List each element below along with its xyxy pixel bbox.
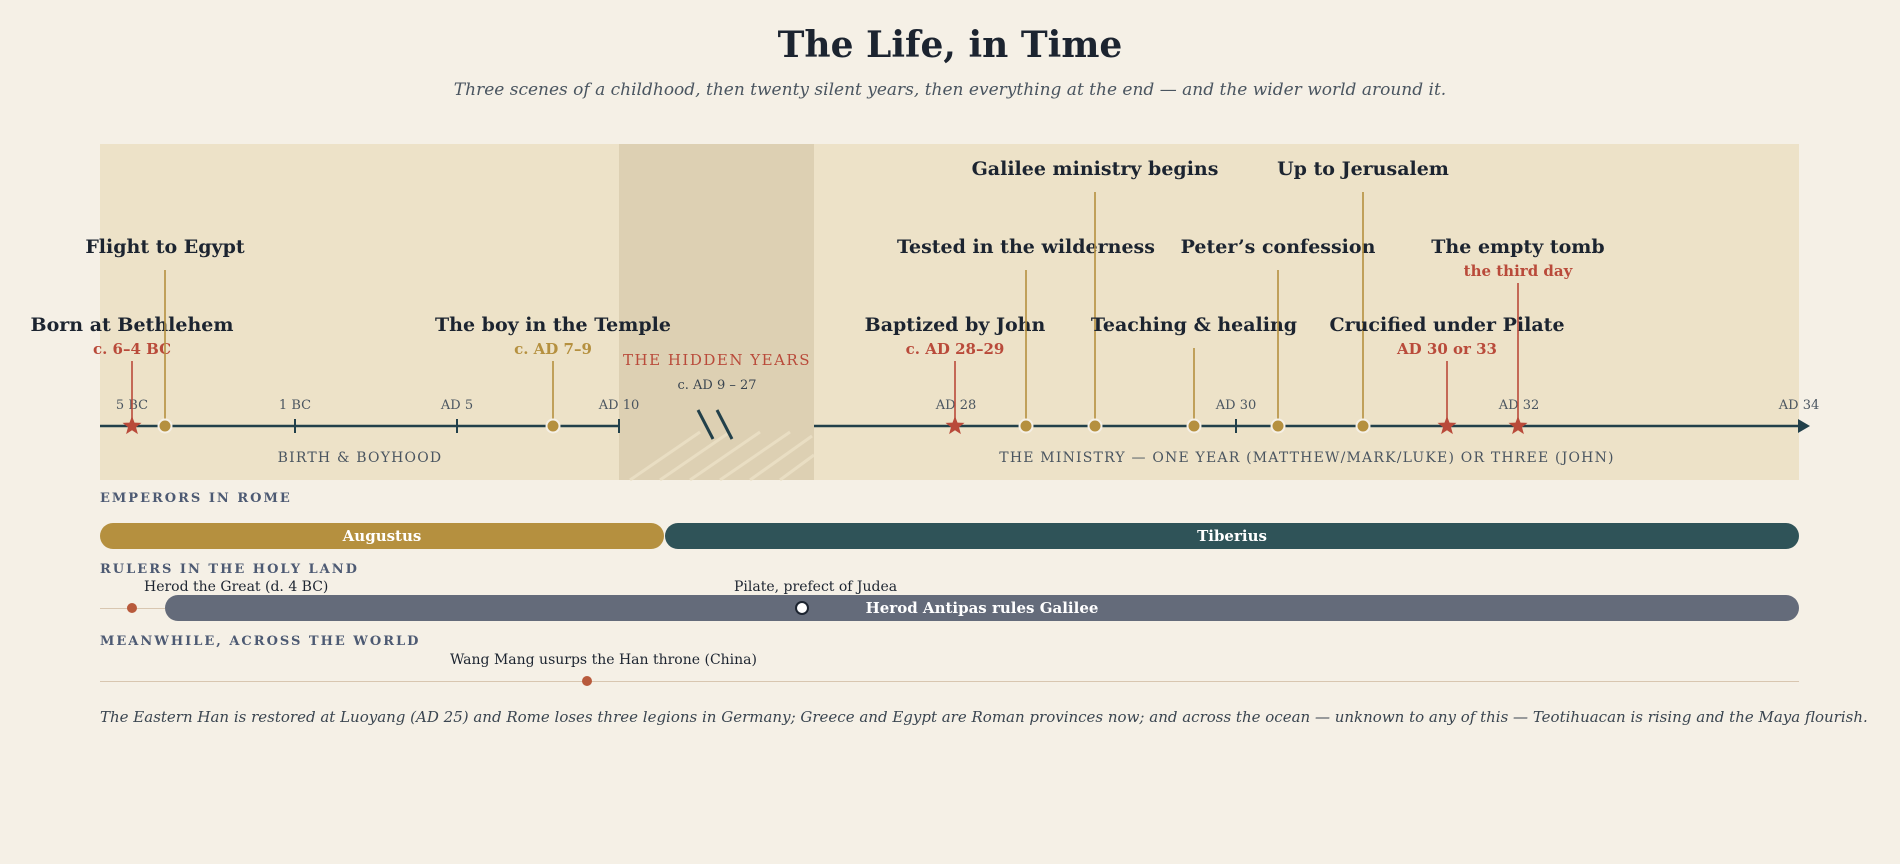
- event-title: Flight to Egypt: [85, 236, 245, 258]
- period-label-ministry: THE MINISTRY — ONE YEAR (MATTHEW/MARK/LU…: [999, 450, 1614, 466]
- axis-tick-label: AD 5: [440, 398, 473, 413]
- event-title: The empty tomb: [1431, 236, 1604, 258]
- world-note: The Eastern Han is restored at Luoyang (…: [100, 708, 1868, 726]
- event-date: c. AD 28–29: [906, 340, 1005, 358]
- hidden-years-hatch: [629, 430, 701, 482]
- hidden-years-hatch: [689, 430, 761, 482]
- hidden-years-band: [619, 144, 814, 480]
- wang-mang-label: Wang Mang usurps the Han throne (China): [450, 652, 757, 668]
- event-star-icon: [1437, 416, 1457, 435]
- axis-arrow-icon: [1798, 419, 1810, 433]
- event-title: Galilee ministry begins: [972, 158, 1219, 180]
- event-dot-icon: [1186, 418, 1202, 434]
- event-title: Baptized by John: [865, 314, 1046, 336]
- event-title: Peter’s confession: [1181, 236, 1376, 258]
- event-star-icon: [1508, 416, 1528, 435]
- event-date: AD 30 or 33: [1396, 340, 1497, 358]
- hidden-years-hatch: [719, 430, 791, 482]
- axis-break-mark: [715, 409, 734, 440]
- event-title: The boy in the Temple: [435, 314, 671, 336]
- world-line: [100, 681, 1799, 682]
- rulers-section-label: RULERS IN THE HOLY LAND: [100, 562, 359, 577]
- axis-tick-label: AD 30: [1215, 398, 1257, 413]
- hidden-years-hatch: [779, 453, 815, 482]
- event-title: Crucified under Pilate: [1329, 314, 1564, 336]
- pilate-marker: [795, 601, 809, 615]
- page-subtitle: Three scenes of a childhood, then twenty…: [453, 80, 1447, 100]
- axis-break-mark: [696, 409, 715, 440]
- hidden-years-hatch: [749, 434, 813, 482]
- timeline-background: [100, 144, 1799, 480]
- event-date: c. AD 7–9: [514, 340, 592, 358]
- hidden-years-label: THE HIDDEN YEARS: [623, 351, 811, 369]
- axis-tick-label: AD 34: [1778, 398, 1820, 413]
- event-dot-icon: [1270, 418, 1286, 434]
- page-title: The Life, in Time: [777, 24, 1123, 66]
- period-label-boyhood: BIRTH & BOYHOOD: [278, 450, 443, 466]
- event-title: Up to Jerusalem: [1277, 158, 1449, 180]
- herod-label: Herod the Great (d. 4 BC): [144, 579, 329, 595]
- pilate-label: Pilate, prefect of Judea: [734, 579, 898, 595]
- event-dot-icon: [157, 418, 173, 434]
- augustus-bar: Augustus: [100, 523, 664, 549]
- antipas-bar: Herod Antipas rules Galilee: [165, 595, 1799, 621]
- world-section-label: MEANWHILE, ACROSS THE WORLD: [100, 634, 421, 649]
- event-title: Tested in the wilderness: [897, 236, 1155, 258]
- event-dot-icon: [1355, 418, 1371, 434]
- hidden-years-hatch: [659, 430, 731, 482]
- event-title: Born at Bethlehem: [31, 314, 234, 336]
- event-dot-icon: [1087, 418, 1103, 434]
- event-title: Teaching & healing: [1091, 314, 1297, 336]
- axis-tick-label: AD 10: [598, 398, 640, 413]
- event-dot-icon: [1018, 418, 1034, 434]
- herod-death-dot: [127, 603, 137, 613]
- emperors-section-label: EMPERORS IN ROME: [100, 491, 292, 506]
- event-star-icon: [945, 416, 965, 435]
- hidden-years-range: c. AD 9 – 27: [677, 378, 756, 393]
- event-date: c. 6–4 BC: [93, 340, 171, 358]
- wang-mang-dot: [582, 676, 592, 686]
- event-dot-icon: [545, 418, 561, 434]
- tiberius-bar: Tiberius: [665, 523, 1799, 549]
- event-date: the third day: [1464, 262, 1574, 280]
- event-star-icon: [122, 416, 142, 435]
- axis-tick-label: 1 BC: [279, 398, 311, 413]
